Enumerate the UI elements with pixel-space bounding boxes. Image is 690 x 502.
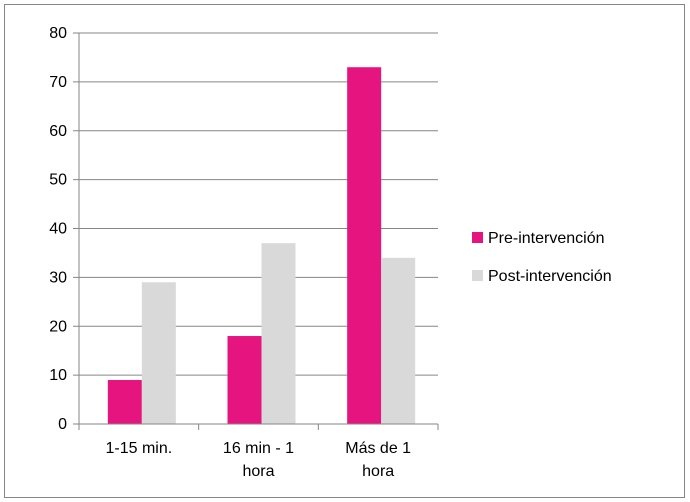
bar-post-intervencion — [261, 243, 296, 424]
y-tick-label: 20 — [49, 318, 67, 335]
y-tick-label: 50 — [49, 172, 67, 189]
y-tick-label: 10 — [49, 367, 67, 384]
y-tick-label: 30 — [49, 269, 67, 286]
legend: Pre-intervención Post-intervención — [472, 230, 612, 285]
axes — [73, 32, 439, 430]
legend-label: Post-intervención — [488, 268, 612, 285]
bars — [107, 67, 416, 425]
y-tick-label: 40 — [49, 221, 67, 238]
x-tick-label: hora — [242, 463, 274, 480]
bar-post-intervencion — [381, 257, 416, 424]
legend-swatch — [472, 232, 483, 243]
legend-swatch — [472, 270, 483, 281]
x-tick-label: hora — [362, 463, 394, 480]
bar-pre-intervencion — [107, 380, 142, 424]
y-tick-label: 0 — [58, 416, 67, 433]
x-tick-label: 1-15 min. — [105, 440, 172, 457]
bar-post-intervencion — [141, 282, 176, 424]
bar-pre-intervencion — [227, 336, 262, 424]
y-tick-label: 80 — [49, 25, 67, 42]
legend-label: Pre-intervención — [488, 230, 605, 247]
x-tick-label: Más de 1 — [345, 440, 411, 457]
y-tick-label: 60 — [49, 123, 67, 140]
y-tick-label: 70 — [49, 74, 67, 91]
y-axis-tick-labels: 0 10 20 30 40 50 60 70 80 — [49, 25, 67, 433]
x-axis-tick-labels: 1-15 min. 16 min - 1 hora Más de 1 hora — [105, 440, 411, 480]
x-tick-label: 16 min - 1 — [223, 440, 294, 457]
bar-pre-intervencion — [347, 67, 382, 425]
